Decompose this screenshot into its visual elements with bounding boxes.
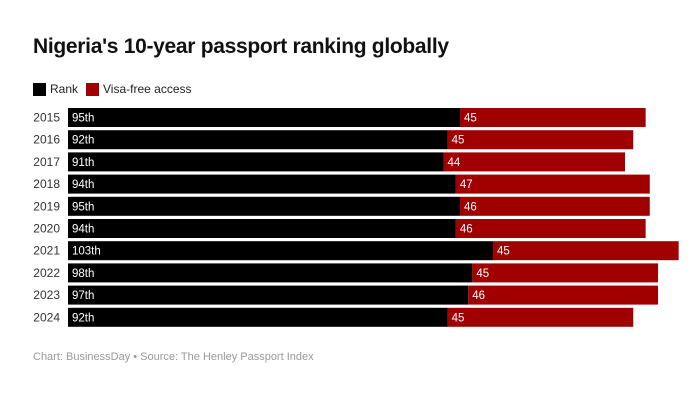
category-label: 2018: [33, 177, 60, 191]
data-label: 103th: [72, 246, 101, 258]
data-label: 46: [464, 201, 477, 213]
data-label: 91th: [72, 157, 94, 169]
chart-title: Nigeria's 10-year passport ranking globa…: [33, 35, 449, 58]
bar-visa-free: [492, 241, 679, 261]
category-label: 2021: [33, 244, 60, 258]
data-label: 44: [447, 157, 460, 169]
category-label: 2019: [33, 199, 60, 213]
data-label: 97th: [72, 290, 94, 302]
chart-footer: Chart: BusinessDay • Source: The Henley …: [33, 351, 314, 363]
bar-rank: [68, 108, 460, 127]
data-label: 92th: [72, 135, 94, 147]
data-label: 45: [452, 312, 465, 324]
category-label: 2015: [33, 111, 60, 125]
category-label: 2022: [33, 266, 60, 280]
bar-rank: [68, 130, 448, 150]
bar-rank: [68, 174, 456, 194]
bar-rank: [68, 152, 444, 172]
data-label: 45: [497, 246, 510, 258]
data-label: 45: [464, 113, 477, 125]
category-label: 2023: [33, 288, 60, 302]
bar-visa-free: [443, 152, 626, 172]
bar-rank: [68, 307, 448, 327]
legend-swatch-rank: [33, 82, 46, 96]
data-label: 92th: [72, 312, 94, 324]
data-label: 45: [476, 268, 489, 280]
bar-rank: [68, 285, 469, 305]
data-label: 46: [460, 224, 473, 236]
data-label: 45: [452, 135, 465, 147]
legend-label-rank: Rank: [50, 82, 79, 96]
bar-visa-free: [447, 307, 634, 327]
data-label: 94th: [72, 179, 94, 191]
data-label: 95th: [72, 113, 94, 125]
bar-visa-free: [472, 263, 659, 283]
bar-rank: [68, 241, 493, 261]
data-label: 98th: [72, 268, 94, 280]
bar-visa-free: [455, 219, 646, 238]
bar-rank: [68, 219, 456, 238]
category-label: 2017: [33, 155, 60, 169]
legend: Rank Visa-free access: [33, 82, 200, 96]
bar-visa-free: [455, 174, 650, 194]
category-label: 2024: [33, 310, 60, 324]
data-label: 47: [460, 179, 473, 191]
bar-visa-free: [447, 130, 634, 150]
bar-visa-free: [468, 285, 659, 305]
data-label: 46: [472, 290, 485, 302]
category-label: 2020: [33, 222, 60, 236]
bar-visa-free: [459, 108, 646, 127]
bar-rank: [68, 196, 460, 216]
bar-visa-free: [459, 196, 650, 216]
legend-label-visa: Visa-free access: [103, 82, 192, 96]
category-label: 2016: [33, 133, 60, 147]
data-label: 95th: [72, 201, 94, 213]
bar-rank: [68, 263, 473, 283]
data-label: 94th: [72, 224, 94, 236]
legend-swatch-visa: [86, 82, 100, 96]
